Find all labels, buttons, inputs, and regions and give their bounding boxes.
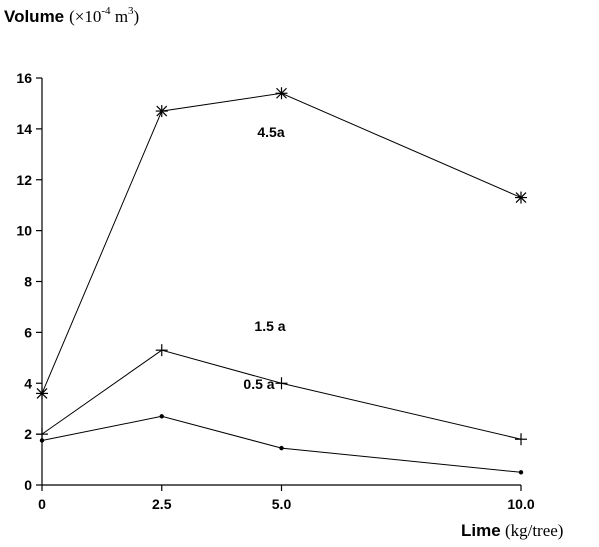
x-tick-label: 10.0 (507, 496, 534, 512)
y-tick-label: 0 (24, 477, 32, 493)
series-line (41, 415, 522, 473)
y-tick-label: 6 (24, 324, 32, 340)
plus-marker (275, 377, 288, 390)
y-tick-label: 14 (16, 121, 32, 137)
y-tick-label: 4 (24, 375, 32, 391)
x-ticks: 0 2.5 5.0 10.0 (38, 485, 535, 512)
series-label: 4.5a (257, 124, 284, 140)
series-group: 4.5a 1.5 a 0.5 a (36, 87, 527, 475)
dot-marker (39, 438, 45, 443)
y-tick-label: 8 (24, 274, 32, 290)
dot-marker (159, 414, 164, 419)
y-tick-label: 16 (16, 70, 32, 86)
x-tick-label: 2.5 (152, 496, 172, 512)
series-line (41, 349, 522, 440)
asterisk-marker (36, 387, 48, 400)
series-label: 0.5 a (243, 376, 274, 392)
series-line (41, 92, 522, 394)
asterisk-marker (515, 191, 527, 204)
plus-marker (36, 428, 48, 441)
plus-marker (515, 433, 527, 446)
y-tick-label: 12 (16, 172, 32, 188)
x-tick-label: 5.0 (272, 496, 292, 512)
x-axis-label: Lime (kg/tree) (461, 521, 563, 540)
y-ticks: 0 2 4 6 8 10 12 14 16 (16, 70, 42, 493)
y-tick-label: 2 (24, 426, 32, 442)
y-tick-label: 10 (16, 223, 32, 239)
plus-marker (155, 344, 168, 357)
y-axis-label: Volume (×10-4 m3) (4, 5, 139, 26)
series-label: 1.5 a (254, 318, 285, 334)
dot-marker (279, 445, 284, 451)
x-tick-label: 0 (38, 496, 46, 512)
dot-marker (518, 470, 524, 475)
asterisk-marker (155, 105, 168, 118)
asterisk-marker (275, 87, 288, 100)
